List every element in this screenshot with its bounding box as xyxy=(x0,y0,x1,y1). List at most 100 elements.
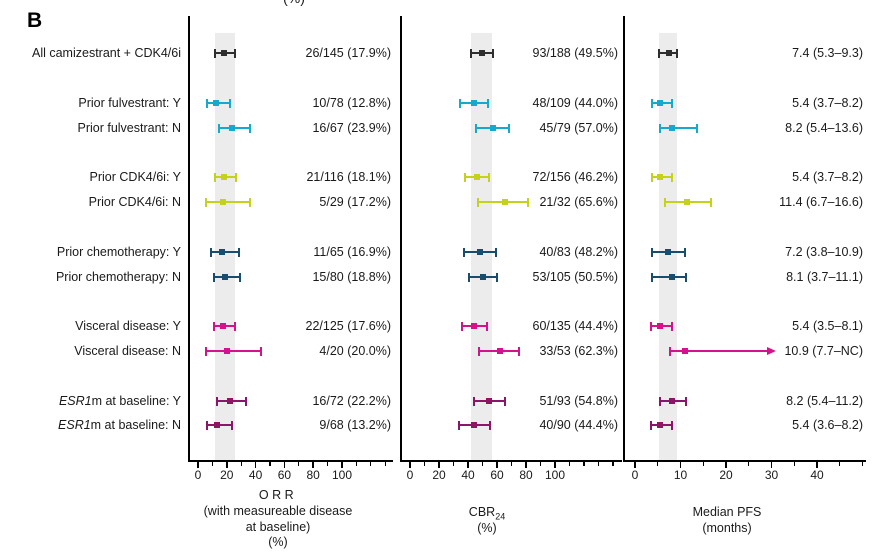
x-tick-label: 20 xyxy=(220,468,234,482)
axis-title-line: at baseline) xyxy=(245,520,311,534)
axis-title-subscript: 24 xyxy=(495,511,506,522)
point-estimate xyxy=(656,422,663,428)
x-tick-major xyxy=(438,462,440,468)
x-tick-minor xyxy=(510,462,513,466)
x-tick-label: 40 xyxy=(248,468,263,482)
point-estimate xyxy=(502,199,509,205)
value-label: 51/93 (54.8%) xyxy=(539,394,618,408)
ci-cap-low xyxy=(649,322,652,331)
ci-line xyxy=(206,201,250,203)
x-tick-label: 60 xyxy=(490,468,504,482)
x-tick-major xyxy=(409,462,411,468)
ci-cap-high xyxy=(245,397,248,406)
value-label: 93/188 (49.5%) xyxy=(532,46,618,60)
x-tick-label: 40 xyxy=(810,468,824,482)
y-axis-line xyxy=(623,16,625,462)
ci-cap-low xyxy=(473,397,476,406)
point-estimate xyxy=(219,249,226,255)
value-label: 7.2 (3.8–10.9) xyxy=(785,245,863,259)
point-estimate xyxy=(221,174,228,180)
x-tick-minor xyxy=(298,462,300,466)
ci-cap-low xyxy=(669,347,672,356)
point-estimate xyxy=(214,422,220,428)
value-label: 10.9 (7.7–NC) xyxy=(784,344,863,358)
ci-line xyxy=(659,127,697,129)
ci-cap-high xyxy=(248,124,251,133)
point-estimate xyxy=(213,100,220,106)
ci-cap-high xyxy=(234,49,237,58)
x-tick-major xyxy=(770,462,773,468)
x-tick-major xyxy=(312,462,314,468)
y-axis-line xyxy=(188,16,190,462)
value-label: 5/29 (17.2%) xyxy=(319,195,391,209)
value-label: 53/105 (50.5%) xyxy=(532,270,618,284)
point-estimate xyxy=(470,100,477,106)
x-tick-label: 80 xyxy=(306,468,320,482)
x-tick-label: 60 xyxy=(277,468,292,482)
axis-title-line: CBR24 xyxy=(468,505,506,522)
row-label-italic-gene: ESR1 xyxy=(58,418,91,432)
ci-cap-low xyxy=(209,248,212,257)
x-tick-label: 100 xyxy=(331,468,353,482)
x-tick-major xyxy=(226,462,228,468)
ci-cap-high xyxy=(670,322,673,331)
point-estimate xyxy=(489,125,496,131)
x-tick-minor xyxy=(702,462,704,466)
point-estimate xyxy=(223,348,230,354)
x-tick-label: 100 xyxy=(544,468,566,482)
x-tick-minor xyxy=(452,462,455,466)
ci-cap-low xyxy=(458,421,461,430)
value-label: 15/80 (18.8%) xyxy=(312,270,391,284)
ci-cap-low xyxy=(664,198,667,207)
reference-band xyxy=(471,33,493,462)
ci-cap-low xyxy=(658,49,661,58)
x-tick-major xyxy=(679,462,682,468)
x-tick-major xyxy=(554,462,556,468)
x-tick-major xyxy=(525,462,527,468)
reference-band xyxy=(215,33,236,462)
value-label: 8.1 (3.7–11.1) xyxy=(786,270,863,284)
x-tick-label: 20 xyxy=(719,468,733,482)
x-tick-minor xyxy=(539,462,542,466)
ci-cap-low xyxy=(651,248,654,257)
point-estimate xyxy=(226,398,233,404)
ci-cap-high xyxy=(671,99,674,108)
x-tick-major xyxy=(634,462,636,468)
value-label: 4/20 (20.0%) xyxy=(319,344,391,358)
axis-title-line: (%) xyxy=(477,521,497,535)
ci-cap-low xyxy=(213,322,216,331)
value-label: 16/67 (23.9%) xyxy=(312,121,391,135)
ci-cap-low xyxy=(217,124,220,133)
x-tick-minor xyxy=(839,462,841,466)
point-estimate xyxy=(471,323,478,329)
ci-cap-low xyxy=(214,49,217,58)
ci-cap-high xyxy=(248,198,251,207)
x-tick-minor xyxy=(384,462,386,466)
ci-cap-high xyxy=(486,322,489,331)
x-tick-label: 0 xyxy=(406,468,414,482)
x-tick-label: 10 xyxy=(673,468,688,482)
point-estimate xyxy=(476,249,483,255)
ci-cap-high xyxy=(229,99,232,108)
reference-band xyxy=(659,33,678,462)
value-label: 60/135 (44.4%) xyxy=(532,319,618,333)
x-tick-minor xyxy=(269,462,271,466)
ci-cap-high xyxy=(233,322,236,331)
x-tick-minor xyxy=(597,462,600,466)
value-label: 5.4 (3.5–8.1) xyxy=(792,319,863,333)
ci-cap-high xyxy=(518,347,521,356)
ci-cap-low xyxy=(650,421,653,430)
x-axis-line xyxy=(188,460,393,462)
ci-cap-high xyxy=(507,124,510,133)
row-label: Prior CDK4/6i: N xyxy=(88,195,181,209)
ci-cap-low xyxy=(650,273,653,282)
x-tick-label: 0 xyxy=(194,468,202,482)
x-tick-label: 40 xyxy=(461,468,475,482)
ci-cap-low xyxy=(205,198,208,207)
ci-cap-low xyxy=(658,397,661,406)
ci-cap-high xyxy=(709,198,712,207)
row-label: ESR1m at baseline: Y xyxy=(58,394,181,408)
value-label: 9/68 (13.2%) xyxy=(319,418,391,432)
ci-cap-high xyxy=(234,173,237,182)
